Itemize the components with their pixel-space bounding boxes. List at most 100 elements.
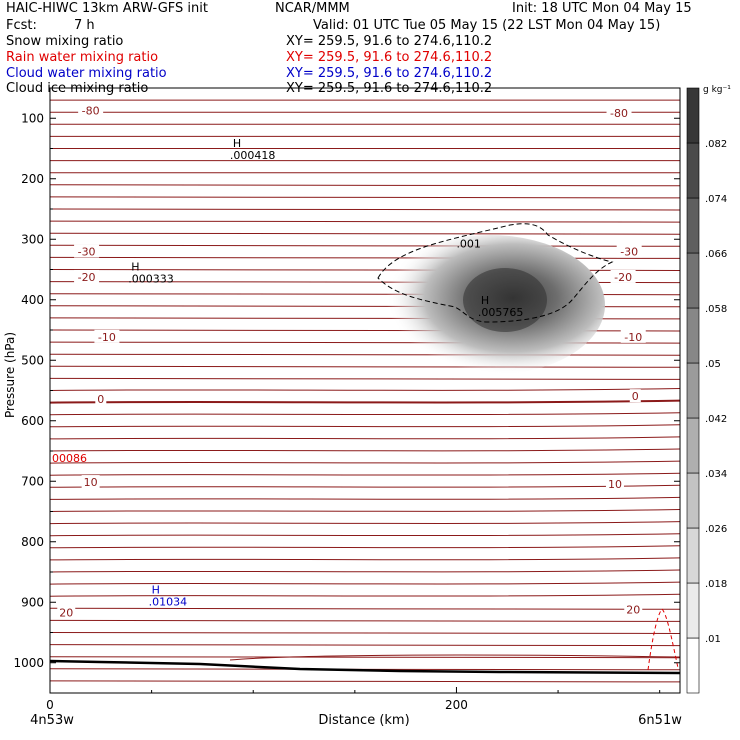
contour-label: .001	[456, 238, 481, 251]
temperature-isotherm	[50, 680, 680, 683]
colorbar-box	[686, 197, 700, 254]
field-cloudwater-xy: XY= 259.5, 91.6 to 274.6,110.2	[286, 66, 493, 81]
header-fcst-label: Fcst:	[6, 18, 37, 33]
temperature-label: 10	[608, 478, 622, 491]
colorbar-box	[686, 307, 700, 364]
x-tick-label: 200	[445, 698, 468, 712]
temperature-isotherm	[50, 424, 680, 428]
temperature-label: 10	[84, 476, 98, 489]
temperature-label-bg	[624, 602, 643, 616]
surface-line	[50, 659, 680, 675]
y-tick-label: 600	[21, 414, 44, 428]
y-tick-label: 400	[21, 293, 44, 307]
colorbar-box	[686, 362, 700, 419]
field-snow-xy: XY= 259.5, 91.6 to 274.6,110.2	[286, 34, 493, 49]
rain-water-contour	[647, 608, 679, 671]
colorbar-label: .026	[705, 524, 727, 535]
maximum-marker: H	[131, 261, 139, 274]
colorbar-label: .058	[705, 304, 727, 315]
temperature-label: -80	[82, 105, 100, 118]
temperature-isotherm	[50, 196, 680, 199]
header-title-left: HAIC-HIWC 13km ARW-GFS init	[6, 1, 208, 16]
header-init: Init: 18 UTC Mon 04 May 15	[512, 1, 692, 16]
temperature-isotherm	[50, 545, 680, 549]
temperature-isotherm	[50, 557, 680, 561]
colorbar-label: .066	[705, 249, 727, 260]
temperature-label: 20	[626, 604, 640, 617]
colorbar-label: .034	[705, 469, 727, 480]
temperature-isotherm	[50, 184, 680, 187]
temperature-label: -10	[98, 331, 116, 344]
maximum-marker: H	[152, 584, 160, 597]
colorbar-box	[686, 527, 700, 584]
temperature-isotherm	[50, 632, 680, 634]
colorbar-label: .082	[705, 139, 727, 150]
endpoint-right: 6n51w	[638, 713, 682, 728]
maximum-value: .01034	[149, 596, 188, 609]
temperature-label: -30	[78, 246, 96, 259]
temperature-isotherm	[50, 472, 680, 476]
colorbar-box	[686, 582, 700, 639]
temperature-isotherm	[50, 436, 680, 440]
temperature-isotherm	[50, 412, 680, 416]
temperature-isotherm	[50, 593, 680, 597]
temperature-isotherm	[50, 399, 680, 404]
cloud-ice-contour	[377, 223, 614, 323]
temperature-label: 20	[59, 607, 73, 620]
colorbar-box	[686, 417, 700, 474]
temperature-isotherm	[50, 496, 680, 500]
temperature-isotherm	[50, 232, 680, 235]
temperature-isotherm	[50, 509, 680, 512]
temperature-isotherm	[50, 644, 680, 647]
temperature-isotherm	[50, 656, 680, 659]
snow-mixing-ratio-core	[463, 268, 547, 332]
temperature-isotherm	[50, 581, 680, 585]
header-institution: NCAR/MMM	[275, 1, 350, 16]
temperature-label: -20	[614, 271, 632, 284]
field-snow-name: Snow mixing ratio	[6, 34, 124, 49]
temperature-label-bg	[95, 392, 107, 406]
temperature-label: 0	[97, 393, 104, 406]
temperature-label-bg	[74, 269, 100, 283]
colorbar-label: .042	[705, 414, 727, 425]
temperature-isotherm	[50, 365, 680, 368]
temperature-label-bg	[78, 103, 104, 117]
maximum-value: .000418	[230, 149, 276, 162]
temperature-isotherm	[50, 460, 680, 464]
temperature-label: 0	[632, 390, 639, 403]
temperature-label: -10	[624, 331, 642, 344]
temperature-label-bg	[606, 106, 632, 120]
maximum-marker: H	[481, 294, 489, 307]
y-axis-label: Pressure (hPa)	[3, 332, 17, 418]
colorbar-box	[686, 637, 700, 694]
colorbar-label: .018	[705, 579, 727, 590]
y-tick-label: 800	[21, 535, 44, 549]
temperature-label-bg	[57, 605, 76, 619]
temperature-label: -20	[78, 271, 96, 284]
temperature-isotherm	[50, 619, 680, 622]
temperature-label: -30	[620, 246, 638, 259]
colorbar-label: .01	[705, 634, 721, 645]
temperature-label-bg	[620, 329, 646, 343]
temperature-label-bg	[616, 244, 642, 258]
temperature-isotherm	[50, 388, 680, 391]
temperature-label-bg	[94, 329, 120, 343]
header-fcst-value: 7 h	[74, 18, 95, 33]
y-tick-label: 100	[21, 111, 44, 125]
colorbar-box	[686, 252, 700, 309]
y-tick-label: 900	[21, 595, 44, 609]
colorbar-label: .074	[705, 194, 727, 205]
colorbar-box	[686, 142, 700, 199]
field-rain-xy: XY= 259.5, 91.6 to 274.6,110.2	[286, 50, 493, 65]
temperature-label-bg	[629, 389, 641, 403]
y-tick-label: 300	[21, 232, 44, 246]
x-axis-label: Distance (km)	[318, 713, 409, 728]
y-tick-label: 200	[21, 172, 44, 186]
temperature-isotherm	[50, 220, 680, 223]
temperature-isotherm	[50, 353, 680, 356]
y-tick-label: 1000	[13, 656, 44, 670]
maximum-value: .000333	[128, 273, 174, 286]
maximum-value: .005765	[478, 306, 524, 319]
temperature-isotherm	[50, 256, 680, 259]
